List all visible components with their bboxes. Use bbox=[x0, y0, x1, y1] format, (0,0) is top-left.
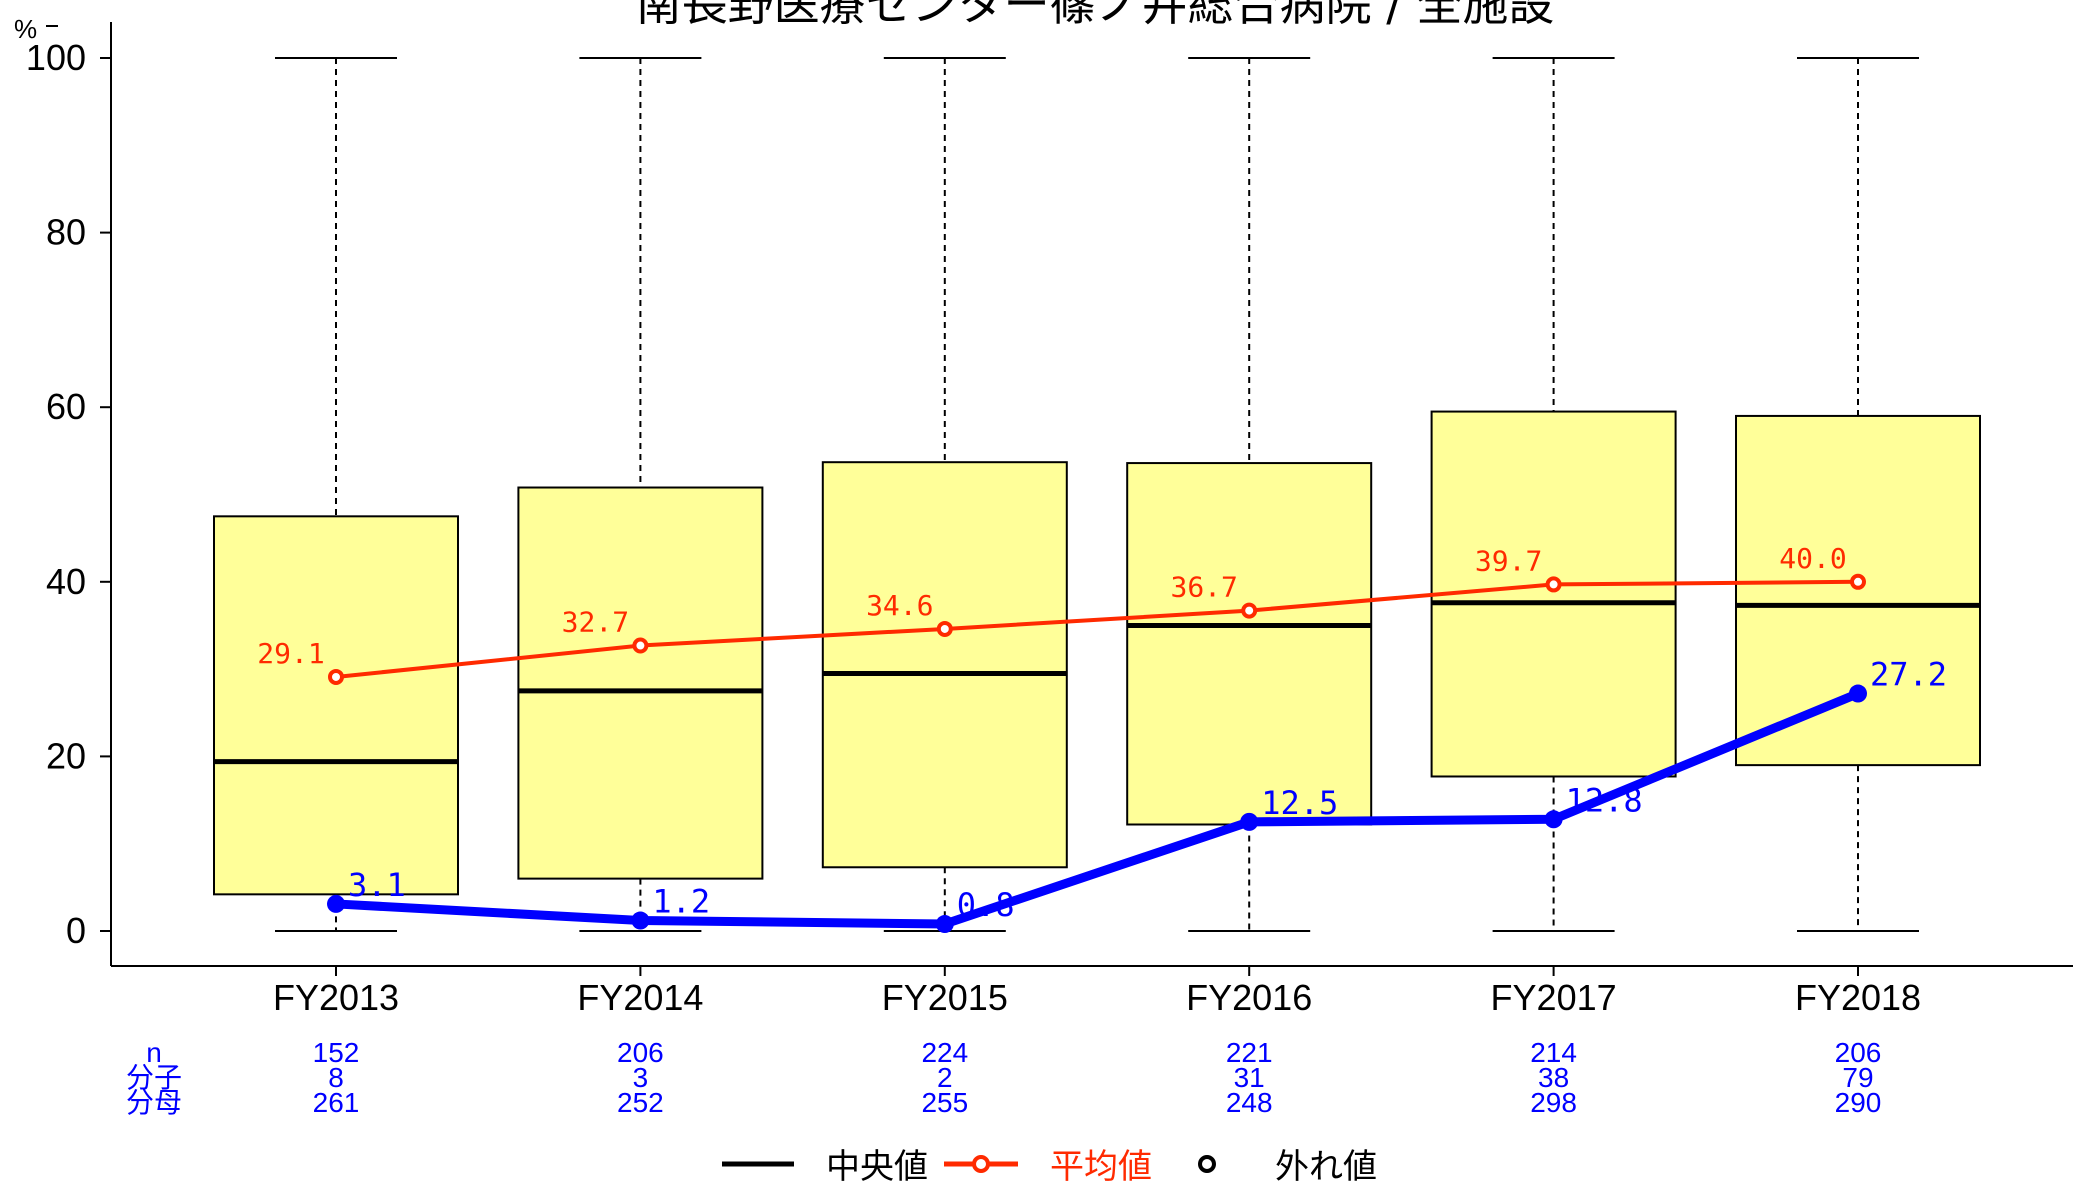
count-row-label: 分子 bbox=[126, 1062, 182, 1093]
legend-mean-marker bbox=[972, 1155, 990, 1173]
hospital-point bbox=[1240, 812, 1259, 831]
count-row-label: n bbox=[146, 1037, 162, 1068]
mean-point bbox=[328, 668, 344, 685]
hospital-data-label: 12.8 bbox=[1566, 781, 1643, 819]
count-value: 224 bbox=[921, 1037, 968, 1068]
mean-data-label: 29.1 bbox=[257, 637, 324, 670]
count-value: 221 bbox=[1226, 1037, 1273, 1068]
mean-data-label: 36.7 bbox=[1170, 571, 1237, 604]
hospital-point bbox=[935, 915, 954, 934]
hospital-data-label: 1.2 bbox=[652, 883, 710, 921]
x-tick-label: FY2014 bbox=[577, 977, 703, 1018]
count-row-label: 分母 bbox=[126, 1087, 182, 1118]
hospital-point bbox=[631, 911, 650, 930]
legend-outlier-label: 外れ値 bbox=[1275, 1147, 1377, 1184]
count-value: 3 bbox=[633, 1062, 649, 1093]
box-iqr bbox=[821, 461, 1068, 869]
mean-series: 29.1 32.7 34.6 36.7 39.7 40.0 bbox=[257, 542, 1866, 685]
y-tick-label: 0 bbox=[66, 910, 86, 951]
hospital-data-label: 0.8 bbox=[957, 886, 1015, 924]
x-tick-label: FY2015 bbox=[882, 977, 1008, 1018]
y-tick-label: 80 bbox=[46, 212, 86, 253]
box-iqr bbox=[517, 486, 764, 880]
mean-data-label: 40.0 bbox=[1779, 542, 1846, 575]
count-value: 206 bbox=[1835, 1037, 1882, 1068]
count-value: 8 bbox=[328, 1062, 344, 1093]
count-value: 152 bbox=[313, 1037, 360, 1068]
hospital-point bbox=[1849, 684, 1867, 703]
mean-point bbox=[1545, 576, 1562, 593]
y-tick-label: 40 bbox=[46, 561, 86, 602]
count-value: 214 bbox=[1530, 1037, 1577, 1068]
box-iqr bbox=[213, 515, 459, 896]
hospital-series: 3.1 1.2 0.8 12.5 12.8 27.2 bbox=[327, 656, 1947, 934]
count-value: 298 bbox=[1530, 1087, 1577, 1118]
mean-point bbox=[936, 620, 953, 637]
x-tick-label: FY2017 bbox=[1491, 977, 1617, 1018]
count-value: 255 bbox=[921, 1087, 968, 1118]
hospital-data-label: 3.1 bbox=[348, 866, 406, 904]
count-value: 79 bbox=[1842, 1062, 1873, 1093]
hospital-data-label: 12.5 bbox=[1261, 784, 1338, 822]
x-tick-label: FY2016 bbox=[1186, 977, 1312, 1018]
mean-point bbox=[1241, 602, 1258, 619]
mean-point bbox=[1850, 573, 1866, 590]
y-axis-ticks: 0 20 40 60 80 100 bbox=[26, 37, 111, 951]
mean-point bbox=[632, 637, 649, 654]
mean-data-label: 32.7 bbox=[562, 606, 629, 639]
box-iqr bbox=[1126, 462, 1373, 826]
box-plots bbox=[213, 57, 1981, 932]
box-iqr bbox=[1735, 414, 1981, 767]
y-tick-label: 60 bbox=[46, 386, 86, 427]
count-value: 2 bbox=[937, 1062, 953, 1093]
mean-data-label: 39.7 bbox=[1475, 544, 1542, 577]
count-value: 252 bbox=[617, 1087, 664, 1118]
count-value: 248 bbox=[1226, 1087, 1273, 1118]
y-tick-label: 20 bbox=[46, 735, 86, 776]
legend-median-label: 中央値 bbox=[826, 1147, 928, 1184]
x-tick-label: FY2013 bbox=[273, 977, 399, 1018]
y-unit-label: % bbox=[14, 14, 37, 44]
mean-data-label: 34.6 bbox=[866, 589, 933, 622]
legend-outlier-marker bbox=[1198, 1155, 1216, 1173]
hospital-point bbox=[1544, 810, 1563, 829]
count-value: 31 bbox=[1234, 1062, 1265, 1093]
count-value: 206 bbox=[617, 1037, 664, 1068]
hospital-data-label: 27.2 bbox=[1870, 656, 1947, 694]
mean-line bbox=[335, 579, 1859, 679]
hospital-line bbox=[335, 689, 1860, 929]
count-value: 38 bbox=[1538, 1062, 1569, 1093]
legend: 中央値 平均値 外れ値 bbox=[722, 1147, 1377, 1184]
count-value: 290 bbox=[1835, 1087, 1882, 1118]
chart-title: 南長野医療センター篠ノ井総合病院 / 全施設 bbox=[636, 0, 1555, 31]
x-axis-ticks: FY2013 FY2014 FY2015 FY2016 FY2017 FY2018 bbox=[273, 966, 1921, 1018]
hospital-point bbox=[327, 894, 345, 913]
box-iqr bbox=[1430, 410, 1677, 778]
x-tick-label: FY2018 bbox=[1795, 977, 1921, 1018]
count-value: 261 bbox=[313, 1087, 360, 1118]
y-tick-label: 100 bbox=[26, 37, 86, 78]
legend-mean-label: 平均値 bbox=[1050, 1147, 1152, 1184]
